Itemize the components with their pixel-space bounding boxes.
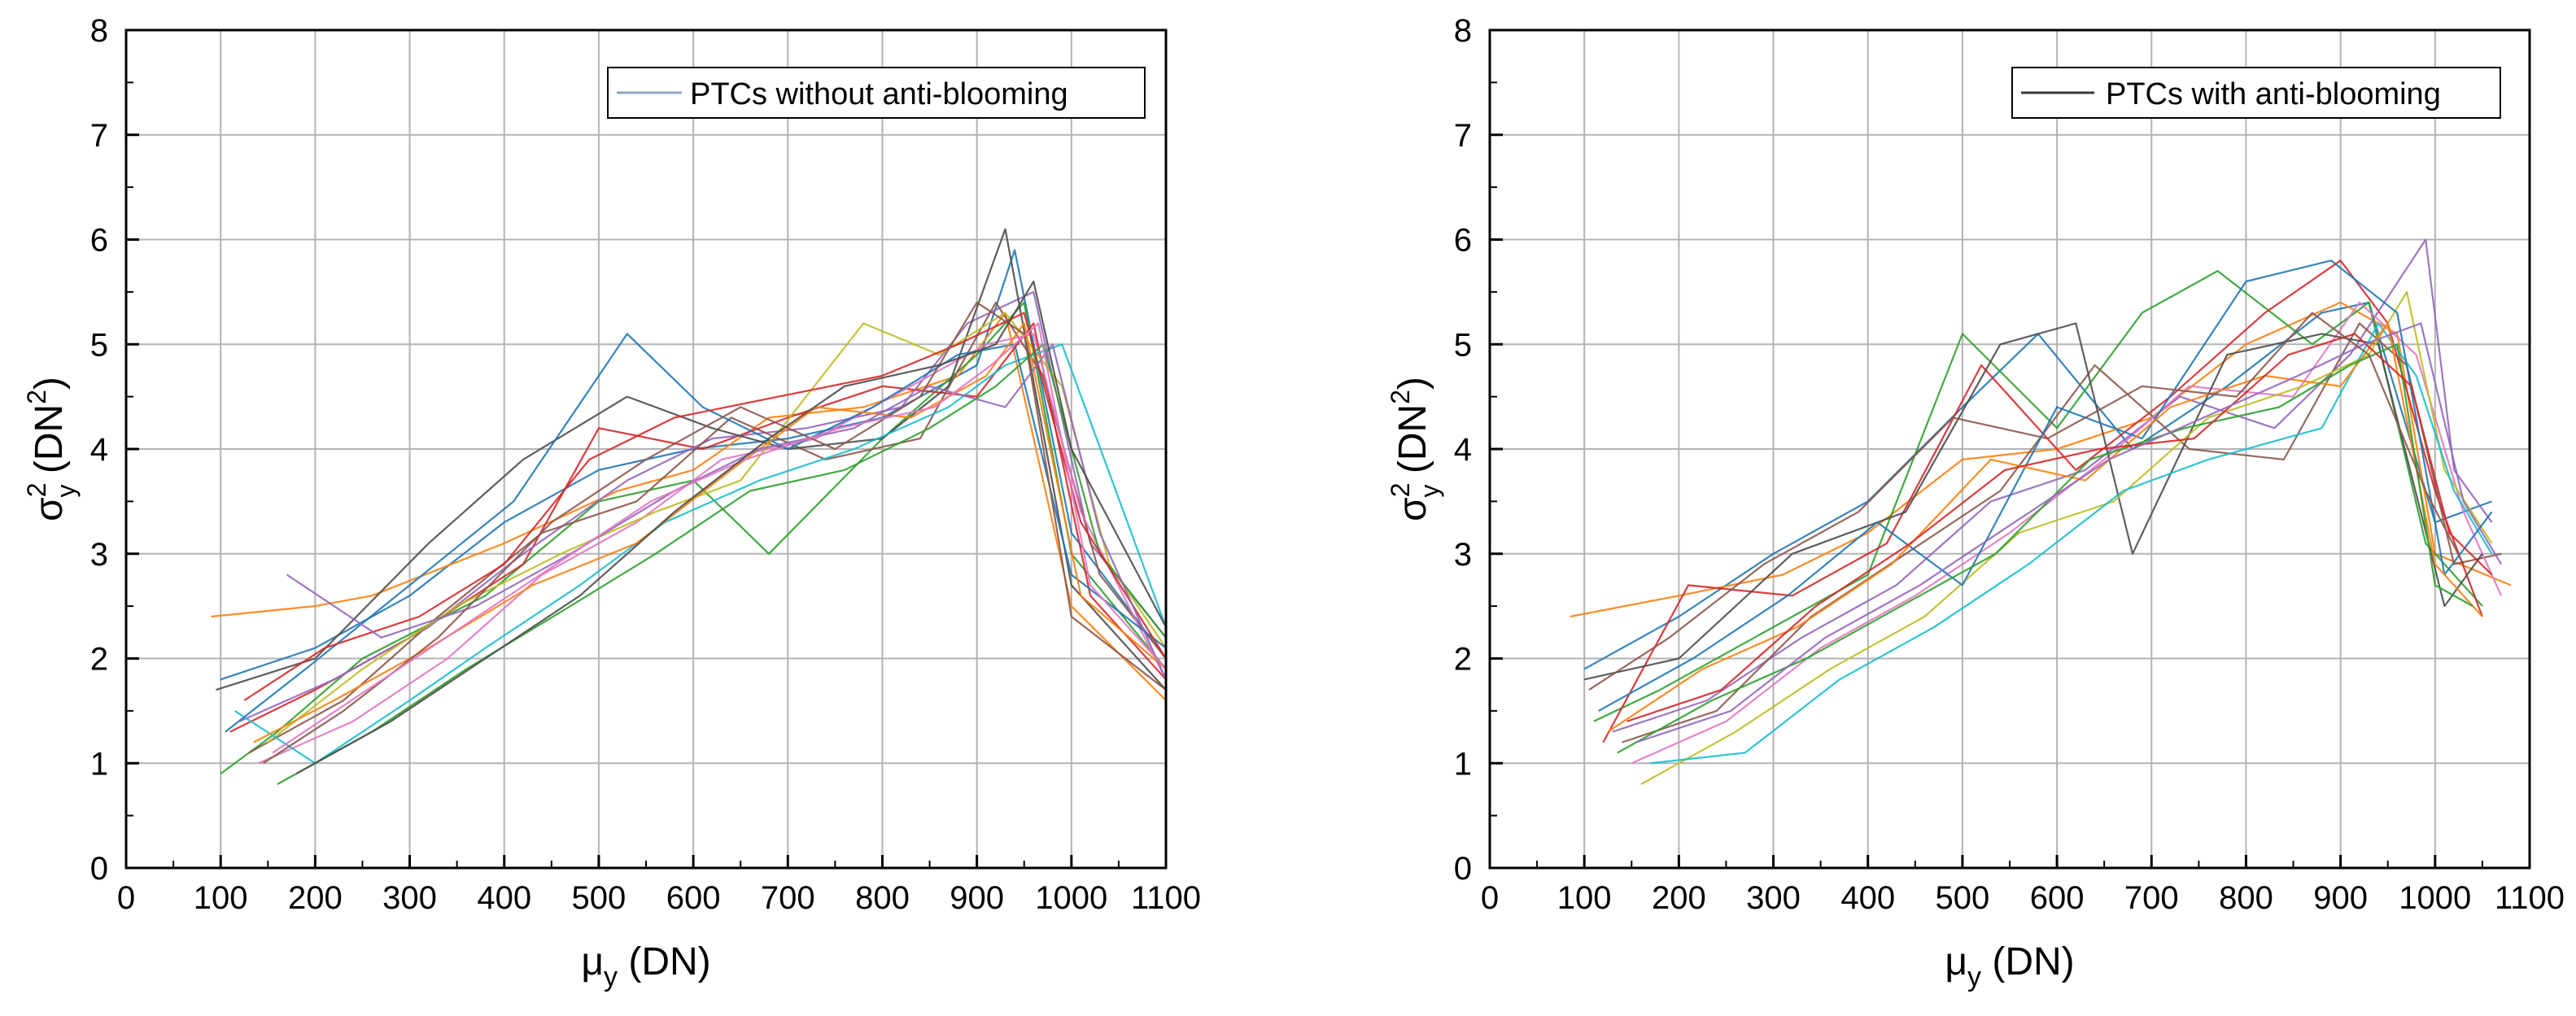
legend-box	[607, 67, 1146, 119]
x-tick-label: 700	[761, 880, 815, 916]
x-tick-labels: 0 100 200 300 400 500 600 700 800 900 1000 1100	[1481, 880, 2565, 916]
x-tick-label: 600	[2030, 880, 2085, 916]
legend-label: PTCs without anti-blooming	[690, 77, 1068, 111]
series-line-curve-10	[234, 343, 1168, 765]
y-tick-label: 1	[90, 746, 108, 782]
y-tick-label: 2	[1454, 642, 1472, 678]
y-tick-label: 4	[90, 432, 108, 468]
y-tick-labels: 0 1 2 3 4 5 6 7 8	[90, 13, 108, 887]
y-tick-label: 5	[1454, 327, 1472, 363]
series-line-curve-17	[272, 322, 1167, 754]
x-tick-label: 500	[1936, 880, 1990, 916]
y-tick-label: 3	[1454, 537, 1472, 573]
x-tick-label: 600	[666, 880, 721, 916]
legend-label: PTCs with anti-blooming	[2106, 77, 2441, 111]
tick-marks	[1488, 28, 2531, 870]
y-tick-labels: 0 1 2 3 4 5 6 7 8	[1454, 13, 1472, 887]
y-tick-label: 1	[1454, 746, 1472, 782]
x-tick-label: 100	[1557, 880, 1612, 916]
series-line-curve-7	[258, 333, 1167, 765]
x-tick-label: 1000	[2399, 880, 2471, 916]
series-line-curve-5	[1612, 238, 2493, 733]
legend[interactable]: PTCs without anti-blooming	[607, 67, 1146, 119]
y-axis-title: σ2y (DN2)	[1386, 377, 1444, 521]
series-line-curve-10	[1650, 322, 2493, 765]
x-tick-label: 700	[2124, 880, 2179, 916]
series-line-curve-8	[216, 228, 1167, 691]
y-tick-label: 7	[1454, 118, 1472, 154]
tick-marks	[124, 28, 1168, 870]
series-line-curve-14	[1626, 333, 2493, 722]
series-line-curve-18	[295, 280, 1167, 775]
y-tick-label: 4	[1454, 432, 1472, 468]
series-line-curve-15	[1635, 322, 2503, 743]
x-axis-title: μy (DN)	[581, 940, 710, 992]
y-tick-label: 7	[90, 118, 108, 154]
x-tick-label: 400	[1840, 880, 1895, 916]
series-line-curve-6	[248, 301, 1167, 754]
x-tick-label: 200	[1652, 880, 1706, 916]
x-axis-title: μy (DN)	[1945, 940, 2074, 992]
y-axis-title: σ2y (DN2)	[22, 377, 81, 521]
y-tick-label: 8	[1454, 13, 1472, 49]
x-tick-label: 300	[1746, 880, 1801, 916]
series-line-curve-16	[1588, 312, 2465, 691]
y-tick-label: 6	[1454, 223, 1472, 259]
x-tick-label: 1000	[1035, 880, 1107, 916]
gridlines	[1490, 30, 2530, 868]
x-tick-label: 100	[194, 880, 248, 916]
series-line-curve-11	[1598, 259, 2493, 712]
y-tick-label: 6	[90, 223, 108, 259]
x-tick-label: 200	[288, 880, 343, 916]
series-line-curve-12	[1607, 322, 2483, 733]
x-tick-label: 500	[572, 880, 627, 916]
legend[interactable]: PTCs with anti-blooming	[2011, 67, 2501, 119]
series-line-curve-16	[262, 301, 1167, 765]
y-tick-label: 5	[90, 327, 108, 363]
y-tick-label: 8	[90, 13, 108, 49]
series-line-curve-7	[1631, 301, 2503, 765]
series-line-curve-14	[243, 312, 1167, 701]
y-tick-label: 2	[90, 642, 108, 678]
panel-with-anti-blooming: 0 100 200 300 400 500 600 700 800 900 1000 1100 0 1 2…	[1386, 13, 2565, 992]
x-tick-label: 800	[2219, 880, 2273, 916]
x-tick-label: 900	[2313, 880, 2368, 916]
x-tick-label: 800	[855, 880, 910, 916]
y-tick-label: 0	[1454, 851, 1472, 887]
x-tick-label: 400	[477, 880, 531, 916]
y-tick-label: 0	[90, 851, 108, 887]
curves	[211, 228, 1168, 785]
x-tick-label: 0	[1481, 880, 1499, 916]
x-tick-label: 900	[950, 880, 1004, 916]
x-tick-label: 0	[117, 880, 135, 916]
panel-without-anti-blooming: 0 100 200 300 400 500 600 700 800 900 1000 1100 0 1 2…	[22, 13, 1201, 992]
x-tick-labels: 0 100 200 300 400 500 600 700 800 900 1000 1100	[117, 880, 1201, 916]
series-line-curve-8	[1583, 322, 2483, 681]
series-line-curve-4	[1602, 259, 2483, 743]
y-tick-label: 3	[90, 537, 108, 573]
series-line-curve-9	[1640, 290, 2493, 785]
series-line-curve-13	[277, 343, 1167, 785]
x-tick-label: 300	[382, 880, 437, 916]
curves	[1570, 238, 2512, 785]
x-tick-label: 1100	[2495, 880, 2565, 916]
x-tick-label: 1100	[1131, 880, 1201, 916]
